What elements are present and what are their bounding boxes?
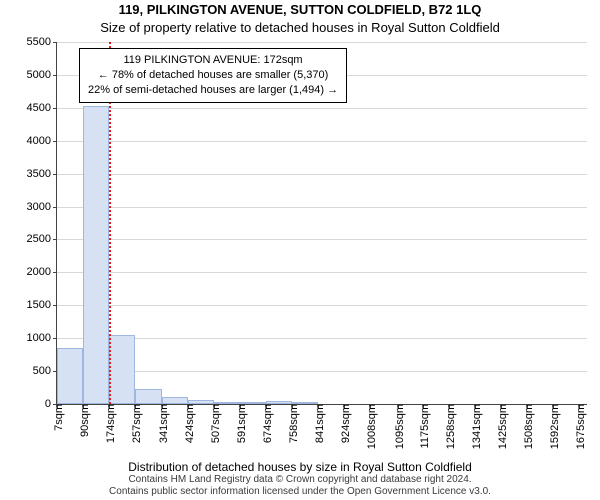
x-tick-label: 1258sqm [441, 404, 457, 449]
histogram-bar [109, 335, 135, 404]
infobox-line2: ← 78% of detached houses are smaller (5,… [88, 68, 338, 83]
x-tick-label: 174sqm [101, 404, 117, 443]
y-tick-label: 1500 [11, 299, 57, 311]
chart-title-line1: 119, PILKINGTON AVENUE, SUTTON COLDFIELD… [0, 2, 600, 17]
x-tick-label: 1508sqm [519, 404, 535, 449]
x-tick-label: 1341sqm [467, 404, 483, 449]
histogram-bar [83, 106, 109, 404]
x-tick-label: 1425sqm [493, 404, 509, 449]
x-tick-label: 341sqm [154, 404, 170, 443]
x-tick-label: 1675sqm [571, 404, 587, 449]
gridline-h [57, 207, 587, 208]
x-tick-label: 1175sqm [415, 404, 431, 448]
x-tick-label: 7sqm [49, 404, 65, 431]
y-tick-label: 2000 [11, 266, 57, 278]
x-tick-label: 841sqm [310, 404, 326, 443]
chart-title-line2: Size of property relative to detached ho… [0, 20, 600, 35]
x-tick-label: 591sqm [232, 404, 248, 443]
y-tick-label: 3500 [11, 168, 57, 180]
x-tick-label: 1592sqm [545, 404, 561, 449]
gridline-h [57, 272, 587, 273]
gridline-h [57, 174, 587, 175]
gridline-h [57, 338, 587, 339]
y-tick-label: 1000 [11, 332, 57, 344]
y-tick-label: 2500 [11, 233, 57, 245]
infobox-line1: 119 PILKINGTON AVENUE: 172sqm [88, 53, 338, 68]
y-tick-label: 5000 [11, 69, 57, 81]
y-tick-label: 4500 [11, 102, 57, 114]
y-tick-label: 5500 [11, 36, 57, 48]
x-tick-label: 1008sqm [362, 404, 378, 449]
histogram-bar [135, 389, 161, 404]
marker-infobox: 119 PILKINGTON AVENUE: 172sqm ← 78% of d… [79, 48, 347, 103]
footer-line1: Contains HM Land Registry data © Crown c… [0, 474, 600, 486]
chart-container: 119, PILKINGTON AVENUE, SUTTON COLDFIELD… [0, 0, 600, 500]
x-tick-label: 758sqm [284, 404, 300, 443]
x-axis-label: Distribution of detached houses by size … [0, 460, 600, 474]
x-tick-label: 924sqm [336, 404, 352, 443]
infobox-line3: 22% of semi-detached houses are larger (… [88, 83, 338, 98]
histogram-bar [57, 348, 83, 404]
gridline-h [57, 305, 587, 306]
gridline-h [57, 141, 587, 142]
y-tick-label: 3000 [11, 201, 57, 213]
y-tick-label: 4000 [11, 135, 57, 147]
footer-line2: Contains public sector information licen… [0, 486, 600, 498]
x-tick-label: 257sqm [127, 404, 143, 443]
gridline-h [57, 371, 587, 372]
x-tick-label: 1095sqm [390, 404, 406, 449]
gridline-h [57, 42, 587, 43]
x-tick-label: 90sqm [75, 404, 91, 437]
plot-area: 0500100015002000250030003500400045005000… [56, 42, 587, 405]
histogram-bar [162, 397, 188, 404]
y-tick-label: 500 [11, 365, 57, 377]
x-tick-label: 424sqm [180, 404, 196, 443]
x-tick-label: 674sqm [258, 404, 274, 443]
gridline-h [57, 239, 587, 240]
gridline-h [57, 108, 587, 109]
footer-attribution: Contains HM Land Registry data © Crown c… [0, 474, 600, 498]
x-tick-label: 507sqm [206, 404, 222, 443]
